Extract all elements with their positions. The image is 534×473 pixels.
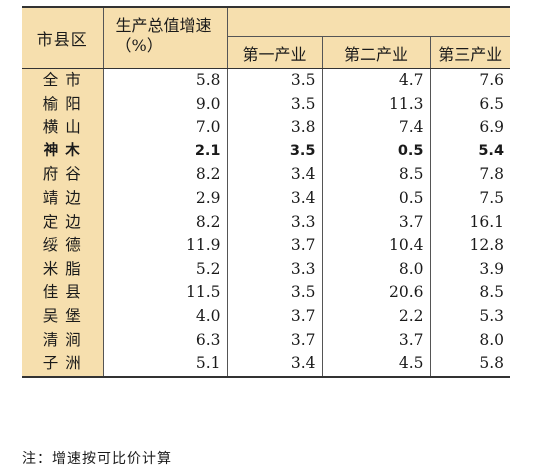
secondary-cell: 10.4 <box>322 234 431 258</box>
tertiary-cell: 3.9 <box>479 259 505 278</box>
primary-cell: 3.4 <box>227 186 323 211</box>
tertiary-cell: 12.8 <box>469 236 505 255</box>
growth-table-container: 市县区 生产总值增速（%） 第一产业 第二产业 第三产业 全 市 5.8 3.5 4.… <box>22 6 511 378</box>
secondary-cell: 0.5 <box>322 139 431 164</box>
gdp-growth-cell: 7.0 <box>103 116 228 140</box>
secondary-cell: 3.7 <box>322 210 431 235</box>
gdp-growth-cell: 8.2 <box>103 163 228 187</box>
table-row: 佳 县 11.5 3.5 20.6 8.5 <box>22 281 510 305</box>
header-primary: 第一产业 <box>227 36 323 69</box>
table-row: 榆 阳 9.0 3.5 11.3 6.5 <box>22 92 510 117</box>
header-secondary: 第二产业 <box>322 36 431 69</box>
tertiary-cell: 7.8 <box>479 165 505 184</box>
region-name-cell: 横 山 <box>22 116 104 140</box>
tertiary-cell: 8.5 <box>479 283 505 302</box>
table-row: 绥 德 11.9 3.7 10.4 12.8 <box>22 234 510 258</box>
table-row: 府 谷 8.2 3.4 8.5 7.8 <box>22 163 510 187</box>
region-name-cell: 榆 阳 <box>22 92 104 117</box>
region-name-cell: 全 市 <box>22 68 104 93</box>
primary-cell: 3.5 <box>227 281 323 305</box>
tertiary-cell: 5.3 <box>479 306 505 325</box>
primary-cell: 3.5 <box>227 68 323 93</box>
header-gdp-growth-label: 生产总值增速（%） <box>115 16 212 55</box>
secondary-cell: 0.5 <box>322 186 431 211</box>
secondary-cell: 2.2 <box>322 304 431 329</box>
gdp-growth-cell: 6.3 <box>103 328 228 353</box>
secondary-cell: 3.7 <box>322 328 431 353</box>
gdp-growth-cell: 2.1 <box>103 139 228 164</box>
secondary-cell: 8.0 <box>322 257 431 282</box>
table-row: 定 边 8.2 3.3 3.7 16.1 <box>22 210 510 235</box>
gdp-growth-cell: 5.8 <box>103 68 228 93</box>
table-row: 靖 边 2.9 3.4 0.5 7.5 <box>22 186 510 211</box>
region-name-cell: 佳 县 <box>22 281 104 305</box>
gdp-growth-cell: 11.9 <box>103 234 228 258</box>
table-row: 清 涧 6.3 3.7 3.7 8.0 <box>22 328 510 353</box>
gdp-growth-cell: 11.5 <box>103 281 228 305</box>
tertiary-cell: 5.4 <box>478 142 505 159</box>
primary-cell: 3.7 <box>227 304 323 329</box>
header-tertiary: 第三产业 <box>430 36 511 69</box>
primary-cell: 3.7 <box>227 234 323 258</box>
region-name-cell: 绥 德 <box>22 234 104 258</box>
table-body: 全 市 5.8 3.5 4.7 7.6 榆 阳 9.0 3.5 11.3 6.5 横 山 7.0 3.8… <box>22 68 511 378</box>
tertiary-cell: 6.5 <box>479 94 505 113</box>
table-row: 吴 堡 4.0 3.7 2.2 5.3 <box>22 304 510 329</box>
table-header: 市县区 生产总值增速（%） 第一产业 第二产业 第三产业 <box>22 6 511 69</box>
primary-cell: 3.4 <box>227 163 323 187</box>
tertiary-cell: 6.9 <box>479 118 505 137</box>
secondary-cell: 20.6 <box>322 281 431 305</box>
secondary-cell: 8.5 <box>322 163 431 187</box>
secondary-cell: 4.5 <box>322 352 431 378</box>
region-name-cell: 吴 堡 <box>22 304 104 329</box>
region-name-cell: 米 脂 <box>22 257 104 282</box>
secondary-cell: 7.4 <box>322 116 431 140</box>
tertiary-cell: 7.6 <box>479 71 505 89</box>
growth-table: 市县区 生产总值增速（%） 第一产业 第二产业 第三产业 全 市 5.8 3.5 4.… <box>22 6 511 378</box>
table-row: 横 山 7.0 3.8 7.4 6.9 <box>22 116 510 140</box>
gdp-growth-cell: 5.2 <box>103 257 228 282</box>
tertiary-cell: 7.5 <box>479 188 505 207</box>
region-name-cell: 定 边 <box>22 210 104 235</box>
table-row: 米 脂 5.2 3.3 8.0 3.9 <box>22 257 510 282</box>
header-region: 市县区 <box>22 6 104 69</box>
primary-cell: 3.7 <box>227 328 323 353</box>
table-row: 全 市 5.8 3.5 4.7 7.6 <box>22 68 510 93</box>
secondary-cell: 11.3 <box>322 92 431 117</box>
footnote: 注：增速按可比价计算 <box>22 451 172 467</box>
gdp-growth-cell: 9.0 <box>103 92 228 117</box>
header-industry-group <box>227 6 511 38</box>
secondary-cell: 4.7 <box>322 68 431 93</box>
primary-cell: 3.3 <box>227 257 323 282</box>
gdp-growth-cell: 8.2 <box>103 210 228 235</box>
region-name-cell: 神 木 <box>22 139 104 164</box>
tertiary-cell: 8.0 <box>479 330 505 349</box>
primary-cell: 3.4 <box>227 352 323 378</box>
region-name-cell: 府 谷 <box>22 163 104 187</box>
tertiary-cell: 16.1 <box>469 212 505 231</box>
gdp-growth-cell: 5.1 <box>103 352 228 378</box>
region-name-cell: 子 洲 <box>22 352 104 378</box>
tertiary-cell: 5.8 <box>430 352 511 378</box>
header-gdp-growth: 生产总值增速（%） <box>103 6 228 69</box>
region-name-cell: 清 涧 <box>22 328 104 353</box>
table-row: 神 木 2.1 3.5 0.5 5.4 <box>22 139 510 164</box>
primary-cell: 3.8 <box>227 116 323 140</box>
table-row: 子 洲 5.1 3.4 4.5 5.8 <box>22 352 511 378</box>
gdp-growth-cell: 4.0 <box>103 304 228 329</box>
primary-cell: 3.5 <box>227 139 323 164</box>
primary-cell: 3.3 <box>227 210 323 235</box>
gdp-growth-cell: 2.9 <box>103 186 228 211</box>
region-name-cell: 靖 边 <box>22 186 104 211</box>
primary-cell: 3.5 <box>227 92 323 117</box>
